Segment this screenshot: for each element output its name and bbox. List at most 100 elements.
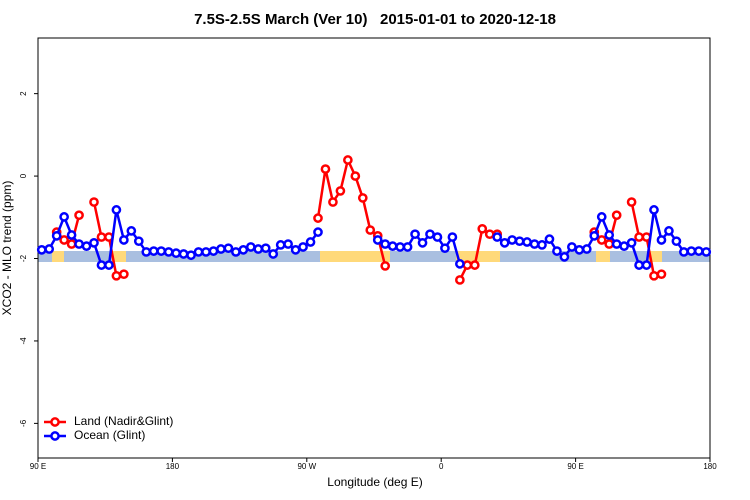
data-point xyxy=(686,246,697,256)
data-point xyxy=(104,260,114,270)
data-point xyxy=(313,227,323,237)
data-point xyxy=(634,232,644,242)
x-axis-label: Longitude (deg E) xyxy=(327,475,422,489)
data-point xyxy=(455,275,465,285)
data-point xyxy=(619,241,629,251)
x-tick-label: 180 xyxy=(703,462,717,471)
data-point xyxy=(51,230,62,241)
data-point xyxy=(664,226,674,236)
data-point xyxy=(133,236,144,247)
data-point xyxy=(66,230,77,240)
data-point xyxy=(596,212,607,222)
data-point xyxy=(245,242,256,252)
data-point xyxy=(141,247,152,257)
data-point xyxy=(671,236,682,247)
data-point xyxy=(238,245,249,255)
data-point xyxy=(343,155,353,165)
legend-label: Ocean (Glint) xyxy=(74,428,145,442)
data-point xyxy=(111,205,122,215)
chart-title: 7.5S-2.5S March (Ver 10) 2015-01-01 to 2… xyxy=(194,11,556,28)
data-point xyxy=(604,230,615,240)
y-axis-label: XCO2 - MLO trend (ppm) xyxy=(0,181,14,316)
data-point xyxy=(455,259,465,269)
data-point xyxy=(74,239,84,249)
data-point xyxy=(59,212,69,222)
data-point xyxy=(44,244,55,254)
data-point xyxy=(96,260,107,270)
map-strip xyxy=(38,251,710,262)
legend-swatch-marker xyxy=(50,431,60,441)
data-point xyxy=(111,270,122,281)
data-point xyxy=(440,243,450,254)
data-point xyxy=(148,246,159,256)
data-point xyxy=(477,223,488,234)
data-point xyxy=(559,252,570,262)
y-tick-label: -2 xyxy=(19,254,28,262)
data-point xyxy=(574,245,585,255)
legend-label: Land (Nadir&Glint) xyxy=(74,414,173,428)
data-point xyxy=(522,237,532,247)
data-point xyxy=(604,239,615,249)
y-tick-label: -6 xyxy=(19,419,28,427)
data-point xyxy=(260,243,271,254)
data-point xyxy=(163,247,174,257)
data-point xyxy=(507,235,517,245)
x-tick-label: 90 E xyxy=(567,462,583,471)
data-point xyxy=(387,241,398,251)
legend-swatch-marker xyxy=(50,417,60,427)
data-point xyxy=(380,239,391,249)
data-point xyxy=(395,242,405,252)
data-point xyxy=(537,240,547,250)
data-point xyxy=(186,250,196,261)
data-point xyxy=(462,260,473,270)
data-point xyxy=(693,246,704,256)
data-point xyxy=(596,235,607,245)
data-point xyxy=(432,232,443,242)
data-point xyxy=(66,239,77,249)
data-point xyxy=(552,246,562,256)
data-point xyxy=(425,229,435,240)
data-point xyxy=(469,260,480,270)
x-tick-label: 90 E xyxy=(30,462,46,471)
data-point xyxy=(484,229,495,240)
data-point xyxy=(193,247,204,257)
data-point xyxy=(335,186,346,196)
data-point xyxy=(119,235,129,245)
data-point xyxy=(298,242,308,252)
data-point xyxy=(290,245,301,255)
y-tick-label: 2 xyxy=(19,91,28,96)
data-point xyxy=(567,242,577,252)
data-point xyxy=(59,235,69,245)
data-point xyxy=(649,270,659,281)
data-point xyxy=(447,232,458,242)
data-point xyxy=(372,235,383,245)
data-point xyxy=(402,242,413,252)
y-tick-label: -4 xyxy=(19,337,28,345)
data-point xyxy=(89,237,99,248)
data-point xyxy=(328,197,338,207)
data-point xyxy=(679,247,689,257)
data-point xyxy=(626,237,637,248)
data-point xyxy=(253,244,264,254)
data-point xyxy=(626,197,637,207)
data-point xyxy=(365,225,376,235)
data-point xyxy=(701,247,712,257)
data-point xyxy=(320,164,331,174)
data-point xyxy=(357,193,368,203)
data-point xyxy=(514,236,525,247)
data-point xyxy=(313,213,323,223)
y-tick-label: 0 xyxy=(19,173,28,178)
x-tick-label: 0 xyxy=(439,462,444,471)
data-point xyxy=(156,246,167,256)
x-tick-label: 180 xyxy=(166,462,180,471)
data-point xyxy=(611,239,622,249)
data-point xyxy=(126,226,137,236)
data-point xyxy=(275,240,286,250)
data-point xyxy=(634,260,644,270)
data-point xyxy=(492,232,503,242)
x-tick-label: 90 W xyxy=(297,462,316,471)
data-point xyxy=(305,237,316,247)
data-point xyxy=(171,248,181,259)
data-point xyxy=(499,237,510,248)
